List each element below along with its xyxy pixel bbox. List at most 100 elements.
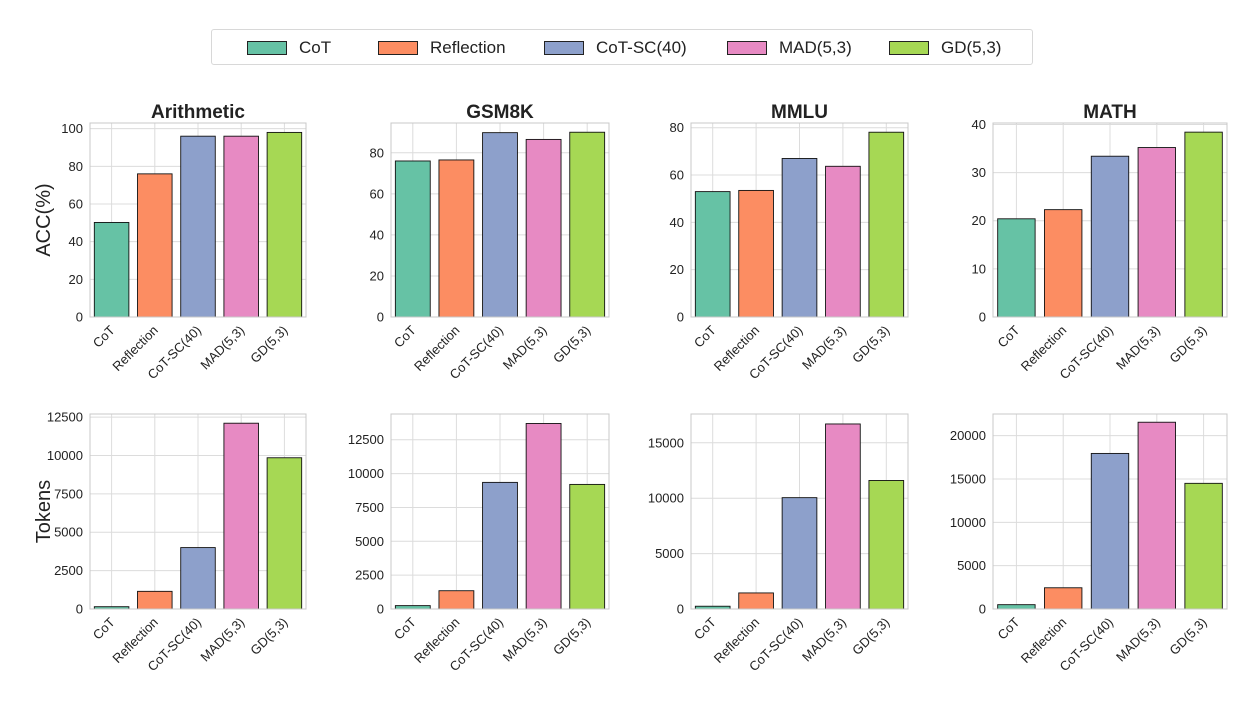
bar-reflection <box>137 590 173 610</box>
bar-cot-sc-40 <box>482 481 518 610</box>
legend: CoT Reflection CoT-SC(40) MAD(5,3) GD(5,… <box>211 29 1033 65</box>
y-tick-label: 80 <box>69 159 83 174</box>
x-tick-label-gd-5-3: GD(5,3) <box>1166 615 1209 658</box>
panel-acc-4: 010203040CoTReflectionCoT-SC(40)MAD(5,3)… <box>972 102 1228 382</box>
legend-label-cot: CoT <box>299 38 332 57</box>
x-tick-label-mad-5-3: MAD(5,3) <box>197 615 247 665</box>
panel-title: MATH <box>1083 102 1136 123</box>
bar-cot-sc-40 <box>482 132 518 318</box>
bar-reflection <box>738 189 774 318</box>
y-tick-label: 40 <box>370 227 384 242</box>
y-tick-label: 0 <box>377 602 384 617</box>
x-tick-label-cot: CoT <box>90 614 118 642</box>
x-tick-label-cot: CoT <box>995 322 1023 350</box>
y-tick-label: 20 <box>69 272 83 287</box>
y-tick-label: 10 <box>972 261 986 276</box>
bar-cot-sc-40 <box>1090 155 1130 318</box>
y-tick-label: 15000 <box>950 472 986 487</box>
bar-cot-sc-40 <box>180 547 216 610</box>
legend-swatch-mad <box>727 41 767 55</box>
legend-label-gd: GD(5,3) <box>941 38 1002 57</box>
x-tick-label-gd-5-3: GD(5,3) <box>550 615 593 658</box>
bar-reflection <box>1044 209 1083 318</box>
panel-tokens-1: 02500500075001000012500CoTReflectionCoT-… <box>33 410 307 674</box>
y-tick-label: 80 <box>370 145 384 160</box>
y-tick-label: 10000 <box>648 491 684 506</box>
bar-cot <box>694 191 731 318</box>
plot-border <box>390 122 610 318</box>
y-tick-label: 20 <box>972 213 986 228</box>
x-tick-label-mad-5-3: MAD(5,3) <box>1113 615 1163 665</box>
bar-mad-5-3 <box>223 135 259 318</box>
legend-swatch-gd <box>889 41 929 55</box>
y-tick-label: 60 <box>670 168 684 183</box>
y-axis-label: Tokens <box>33 480 55 543</box>
panel-acc-1: 020406080100CoTReflectionCoT-SC(40)MAD(5… <box>33 102 307 382</box>
y-tick-label: 10000 <box>348 466 384 481</box>
bar-mad-5-3 <box>1137 421 1176 610</box>
x-tick-label-mad-5-3: MAD(5,3) <box>197 323 247 373</box>
bar-gd-5-3 <box>868 131 905 318</box>
x-tick-label-cot: CoT <box>995 614 1023 642</box>
bar-reflection <box>438 590 475 610</box>
plot-border <box>690 413 909 610</box>
y-tick-label: 40 <box>972 117 986 132</box>
bar-cot <box>93 221 130 318</box>
bar-mad-5-3 <box>223 422 259 610</box>
bar-cot-sc-40 <box>781 497 818 610</box>
bar-cot <box>997 218 1036 318</box>
y-tick-label: 2500 <box>54 563 83 578</box>
bar-reflection <box>738 592 774 610</box>
x-tick-label-cot: CoT <box>391 614 419 642</box>
y-tick-label: 80 <box>670 120 684 135</box>
y-tick-label: 10000 <box>950 515 986 530</box>
x-tick-label-mad-5-3: MAD(5,3) <box>1113 323 1163 373</box>
bar-cot <box>394 160 431 318</box>
legend-item-mad: MAD(5,3) <box>727 37 852 59</box>
y-tick-label: 20 <box>370 268 384 283</box>
y-tick-label: 30 <box>972 165 986 180</box>
bar-cot-sc-40 <box>180 135 216 318</box>
legend-label-cot-sc: CoT-SC(40) <box>596 38 687 57</box>
y-tick-label: 5000 <box>957 558 986 573</box>
x-tick-label-mad-5-3: MAD(5,3) <box>799 323 849 373</box>
bar-gd-5-3 <box>569 131 606 318</box>
y-tick-label: 40 <box>69 234 83 249</box>
y-tick-label: 60 <box>370 186 384 201</box>
bar-cot <box>997 604 1036 610</box>
x-tick-label-gd-5-3: GD(5,3) <box>247 323 290 366</box>
panel-title: Arithmetic <box>151 102 245 123</box>
bar-mad-5-3 <box>825 165 861 318</box>
panel-tokens-3: 050001000015000CoTReflectionCoT-SC(40)MA… <box>648 413 909 674</box>
x-tick-label-cot: CoT <box>391 322 419 350</box>
bar-gd-5-3 <box>1184 131 1223 318</box>
y-tick-label: 12500 <box>348 432 384 447</box>
x-tick-label-cot: CoT <box>691 614 719 642</box>
bar-gd-5-3 <box>1184 482 1223 610</box>
bar-gd-5-3 <box>569 483 606 610</box>
y-tick-label: 5000 <box>655 546 684 561</box>
legend-item-reflection: Reflection <box>378 37 506 59</box>
plot-border <box>89 413 307 610</box>
y-tick-label: 100 <box>61 121 83 136</box>
panel-tokens-2: 02500500075001000012500CoTReflectionCoT-… <box>348 413 610 674</box>
legend-item-cot-sc: CoT-SC(40) <box>544 37 687 59</box>
y-tick-label: 0 <box>76 602 83 617</box>
legend-item-cot: CoT <box>247 37 331 59</box>
plot-border <box>992 413 1228 610</box>
legend-label-reflection: Reflection <box>430 38 506 57</box>
bar-mad-5-3 <box>525 138 562 318</box>
x-tick-label-cot: CoT <box>691 322 719 350</box>
legend-swatch-cot-sc <box>544 41 584 55</box>
y-tick-label: 10000 <box>47 448 83 463</box>
y-tick-label: 20 <box>670 262 684 277</box>
panel-title: MMLU <box>771 102 828 123</box>
bar-reflection <box>1044 587 1083 610</box>
bar-mad-5-3 <box>825 423 861 610</box>
y-tick-label: 0 <box>979 602 986 617</box>
legend-label-mad: MAD(5,3) <box>779 38 852 57</box>
x-tick-label-gd-5-3: GD(5,3) <box>550 323 593 366</box>
x-tick-label-gd-5-3: GD(5,3) <box>849 323 892 366</box>
legend-swatch-reflection <box>378 41 418 55</box>
